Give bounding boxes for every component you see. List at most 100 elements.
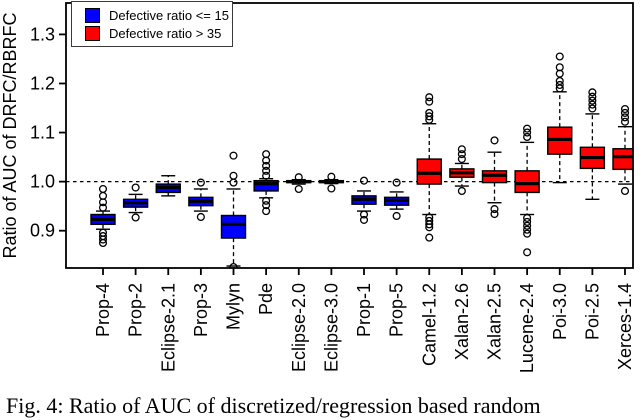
boxplot-Mylyn <box>220 151 247 268</box>
outlier-point <box>588 104 597 113</box>
outlier-point <box>620 186 630 196</box>
box-rect <box>220 214 247 239</box>
outlier-point <box>98 203 108 212</box>
legend: Defective ratio <= 15 Defective ratio > … <box>71 1 233 47</box>
outlier-point <box>262 161 271 170</box>
boxplot-Xerces-1.4 <box>612 104 633 196</box>
boxplot-figure: 0.9 1.0 1.1 1.2 1.3 Ratio of AUC of DRFC/RBRF… <box>0 1 635 373</box>
outlier-point <box>229 262 238 268</box>
outlier-point <box>620 113 630 122</box>
x-axis-tick-label: Eclipse-2.1 <box>158 283 178 372</box>
legend-swatch-blue-icon <box>85 7 100 23</box>
outlier-point <box>523 132 532 142</box>
outlier-point <box>359 210 369 219</box>
outlier-point <box>425 223 434 232</box>
outlier-point <box>392 178 401 187</box>
outlier-point <box>262 171 271 180</box>
legend-label: Defective ratio <= 15 <box>109 7 229 23</box>
boxplot-Poi-3.0 <box>547 52 573 184</box>
outlier-point <box>457 145 466 154</box>
outlier-point <box>588 100 597 109</box>
boxplot-Prop-3 <box>188 178 214 222</box>
outlier-point <box>425 93 434 102</box>
boxplot-Prop-5 <box>383 178 410 221</box>
outlier-point <box>457 155 466 164</box>
y-axis-tick-label: 1.3 <box>30 24 55 44</box>
boxplot-Eclipse-2.1 <box>155 175 181 197</box>
outlier-point <box>262 201 271 210</box>
y-axis-tick-label: 1.0 <box>30 172 55 192</box>
outlier-point <box>327 184 336 193</box>
outlier-point <box>490 136 499 145</box>
x-axis-tick-label: Mylyn <box>224 283 244 330</box>
outlier-point <box>490 205 499 214</box>
box-rect <box>514 170 540 194</box>
boxplot-Poi-2.5 <box>579 88 606 200</box>
outlier-point <box>262 196 271 205</box>
outlier-point <box>359 176 369 185</box>
x-axis-tick-label: Xerces-1.4 <box>615 283 635 370</box>
outlier-point <box>262 166 271 175</box>
outlier-point <box>98 198 108 207</box>
x-axis-tick-label: Camel-1.2 <box>419 283 439 366</box>
outlier-point <box>359 215 369 224</box>
outlier-point <box>98 238 108 248</box>
outlier-point <box>588 96 597 105</box>
outlier-point <box>229 178 238 187</box>
outlier-point <box>523 217 532 226</box>
plot-frame <box>65 2 634 269</box>
x-axis-tick-label: Poi-3.0 <box>550 283 570 340</box>
x-axis-tick-label: Eclipse-2.0 <box>289 283 309 372</box>
outlier-point <box>523 248 532 257</box>
x-axis-tick-label: Prop-3 <box>191 283 211 337</box>
y-axis-title: Ratio of AUC of DRFC/RBRFC <box>0 12 20 258</box>
x-axis-tick-label: Prop-4 <box>93 283 113 337</box>
boxplot-Pde <box>253 150 279 216</box>
boxplot-Prop-2 <box>122 183 149 222</box>
outlier-point <box>620 104 630 114</box>
y-axis-tick-label: 0.9 <box>30 221 55 241</box>
x-axis: Prop-4 Prop-2 Eclipse-2.1 Prop-3 Mylyn Pde Ecl… <box>93 268 635 373</box>
outlier-point <box>196 212 205 222</box>
outlier-point <box>523 128 532 137</box>
outlier-point <box>555 80 564 90</box>
y-axis-tick-label: 1.1 <box>30 123 55 143</box>
outlier-point <box>457 186 466 196</box>
x-axis-tick-label: Xalan-2.6 <box>452 283 472 360</box>
x-axis-tick-label: Eclipse-3.0 <box>321 283 341 372</box>
boxplot-chart: 0.9 1.0 1.1 1.2 1.3 Ratio of AUC of DRFC/RBRF… <box>0 2 635 373</box>
legend-item-low-ratio: Defective ratio <= 15 <box>85 7 232 23</box>
outlier-point <box>425 115 434 124</box>
outlier-point <box>523 221 532 230</box>
boxplot-Eclipse-3.0 <box>318 172 345 193</box>
outlier-point <box>620 108 630 117</box>
outlier-point <box>425 220 434 229</box>
outlier-point <box>523 213 532 222</box>
box-rect <box>253 179 279 192</box>
x-axis-tick-label: Pde <box>256 283 276 315</box>
outlier-point <box>457 150 466 159</box>
outlier-point <box>229 171 238 180</box>
outlier-point <box>425 112 434 121</box>
outlier-point <box>262 207 271 216</box>
box-rect <box>612 148 633 171</box>
figure-caption: Fig. 4: Ratio of AUC of discretized/regr… <box>6 393 541 418</box>
x-axis-tick-label: Prop-2 <box>126 283 146 337</box>
outlier-point <box>392 211 401 221</box>
boxplot-Xalan-2.6 <box>449 145 475 196</box>
outlier-point <box>262 156 271 165</box>
boxplot-Eclipse-2.0 <box>286 173 312 194</box>
boxplot-Prop-4 <box>90 184 116 248</box>
outlier-point <box>327 172 336 181</box>
outlier-point <box>588 88 597 97</box>
x-axis-tick-label: Prop-1 <box>354 283 374 337</box>
outlier-point <box>131 183 140 192</box>
boxplot-Xalan-2.5 <box>481 136 508 219</box>
legend-swatch-red-icon <box>85 25 100 41</box>
outlier-point <box>425 233 434 242</box>
outlier-point <box>98 235 108 244</box>
outlier-point <box>294 173 303 182</box>
outlier-point <box>425 97 434 106</box>
boxplot-Camel-1.2 <box>416 93 442 242</box>
outlier-point <box>588 92 597 101</box>
